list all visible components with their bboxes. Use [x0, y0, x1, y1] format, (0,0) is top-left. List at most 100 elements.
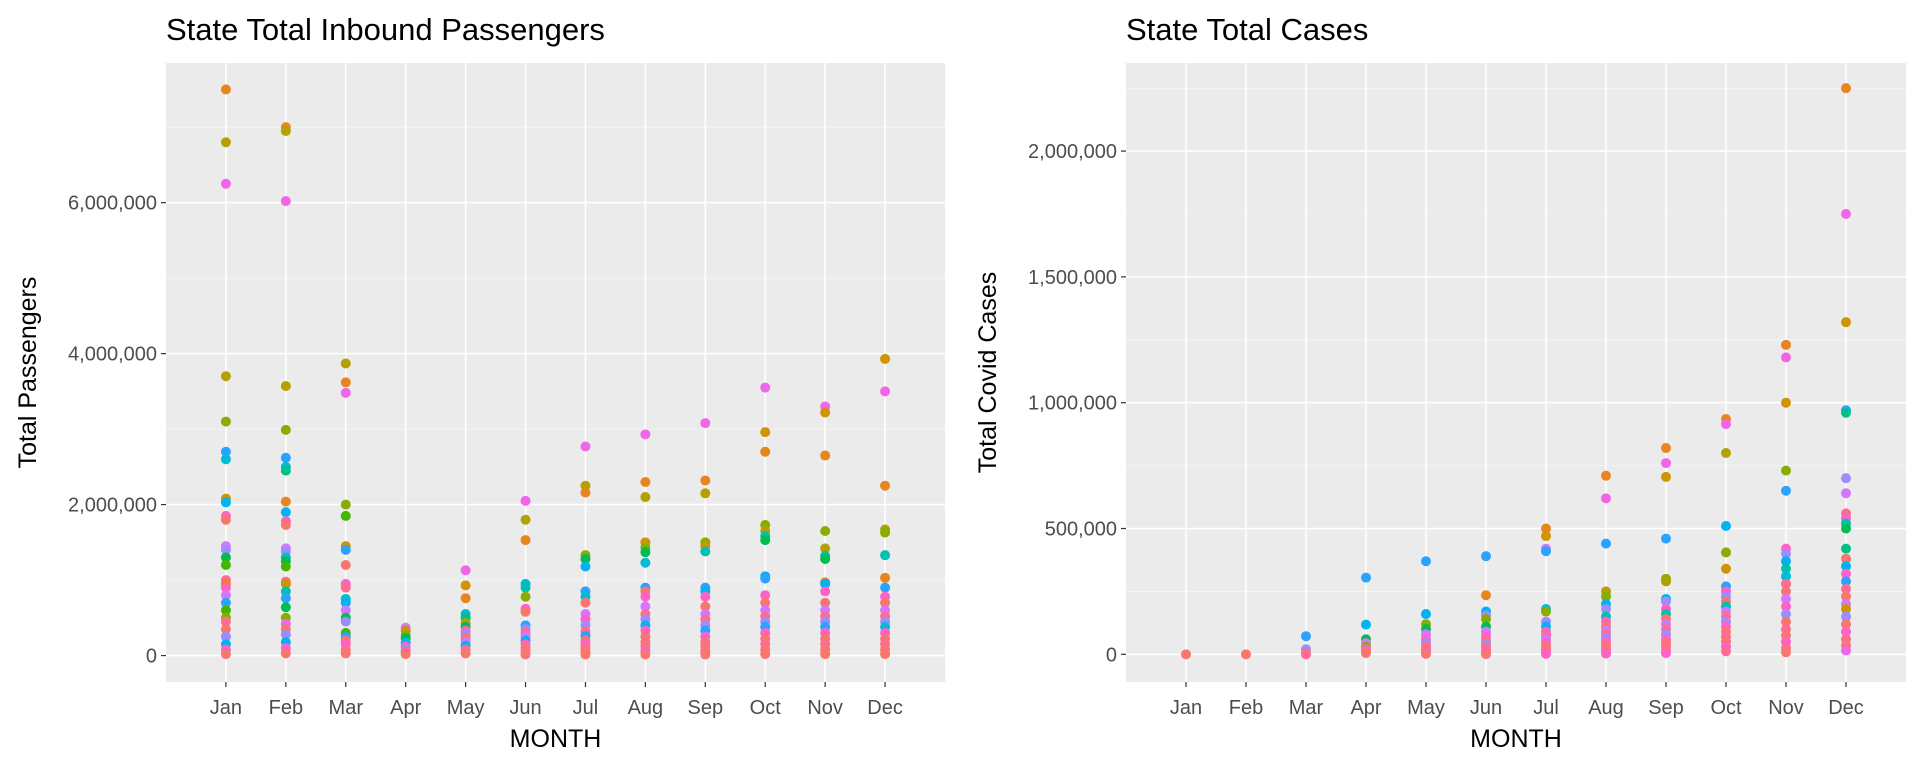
cases-data-point [1841, 523, 1851, 534]
cases-data-point [1781, 586, 1791, 597]
cases-data-point [1781, 571, 1791, 582]
cases-data-point [1721, 563, 1731, 574]
passengers-data-point [220, 590, 231, 601]
cases-data-point [1661, 442, 1671, 453]
cases-data-point [1781, 465, 1791, 476]
cases-data-point [1781, 397, 1791, 408]
passengers-data-point [580, 561, 591, 572]
cases-data-point [1841, 407, 1851, 418]
passengers-data-point [760, 597, 771, 608]
cases-data-point [1841, 604, 1851, 615]
passengers-data-point [580, 441, 591, 452]
passengers-x-tick-label: Apr [390, 697, 421, 719]
passengers-data-point [520, 649, 531, 660]
cases-chart-title: State Total Cases [1126, 12, 1368, 47]
cases-y-tick-label: 1,500,000 [1028, 267, 1117, 289]
passengers-data-point [700, 601, 711, 612]
cases-data-point [1601, 493, 1611, 504]
passengers-data-point [220, 416, 231, 427]
cases-data-point [1781, 601, 1791, 612]
passengers-data-point [640, 557, 651, 568]
passengers-data-point [340, 559, 351, 570]
cases-x-tick-label: Sep [1648, 697, 1684, 719]
cases-data-point [1361, 648, 1371, 659]
passengers-data-point [220, 371, 231, 382]
cases-data-point [1781, 593, 1791, 604]
cases-data-point [1841, 488, 1851, 499]
passengers-data-point [220, 544, 231, 555]
cases-data-point [1841, 591, 1851, 602]
passengers-data-point [280, 381, 291, 392]
cases-data-point [1841, 626, 1851, 637]
passengers-data-point [880, 582, 891, 593]
passengers-data-point [760, 573, 771, 584]
passengers-data-point [760, 649, 771, 660]
passengers-data-point [880, 597, 891, 608]
passengers-data-point [880, 386, 891, 397]
passengers-data-point [880, 550, 891, 561]
passengers-data-point [340, 648, 351, 659]
passengers-data-point [820, 597, 831, 608]
passengers-x-tick-label: Jun [509, 697, 541, 719]
passengers-data-point [880, 572, 891, 583]
cases-data-point [1181, 649, 1191, 660]
cases-data-point [1301, 631, 1311, 642]
passengers-data-point [220, 631, 231, 642]
cases-data-point [1601, 470, 1611, 481]
passengers-data-point [340, 387, 351, 398]
cases-data-point [1481, 551, 1491, 562]
cases-data-point [1541, 523, 1551, 534]
passengers-data-point [700, 475, 711, 486]
cases-data-point [1841, 576, 1851, 587]
passengers-data-point [340, 616, 351, 627]
cases-data-point [1481, 614, 1491, 625]
cases-data-point [1661, 596, 1671, 607]
passengers-x-tick-label: Dec [867, 697, 903, 719]
cases-data-point [1601, 648, 1611, 659]
cases-data-point [1781, 339, 1791, 350]
passengers-data-point [280, 602, 291, 613]
cases-data-point [1841, 208, 1851, 219]
cases-data-point [1781, 485, 1791, 496]
passengers-data-point [460, 648, 471, 659]
passengers-data-point [640, 649, 651, 660]
passengers-data-point [280, 196, 291, 207]
cases-data-point [1841, 473, 1851, 484]
passengers-data-point [640, 476, 651, 487]
cases-data-point [1481, 649, 1491, 660]
cases-data-point [1361, 572, 1371, 583]
cases-x-tick-label: Jan [1170, 697, 1202, 719]
passengers-data-point [820, 450, 831, 461]
cases-data-point [1841, 317, 1851, 328]
passengers-data-point [880, 480, 891, 491]
cases-data-point [1841, 561, 1851, 572]
passengers-data-point [340, 605, 351, 616]
cases-data-point [1781, 352, 1791, 363]
passengers-x-tick-label: Mar [329, 697, 364, 719]
passengers-data-point [280, 561, 291, 572]
passengers-data-point [520, 606, 531, 617]
passengers-y-tick-label: 2,000,000 [68, 495, 157, 517]
passengers-data-point [220, 497, 231, 508]
passengers-data-point [340, 597, 351, 608]
passengers-data-point [820, 553, 831, 564]
cases-data-point [1781, 616, 1791, 627]
passengers-x-tick-label: Aug [628, 697, 664, 719]
cases-x-tick-label: Nov [1768, 697, 1804, 719]
passengers-data-point [820, 578, 831, 589]
passengers-data-point [760, 590, 771, 601]
passengers-data-point [220, 514, 231, 525]
cases-data-point [1841, 645, 1851, 656]
passengers-data-point [640, 547, 651, 558]
passengers-data-point [280, 629, 291, 640]
passengers-data-point [640, 601, 651, 612]
passengers-data-point [340, 358, 351, 369]
cases-data-point [1601, 591, 1611, 602]
cases-data-point [1781, 548, 1791, 559]
cases-data-point [1661, 458, 1671, 469]
passengers-data-point [880, 353, 891, 364]
cases-data-point [1661, 576, 1671, 587]
cases-x-tick-label: Oct [1710, 697, 1742, 719]
passengers-data-point [280, 519, 291, 530]
passengers-data-point [220, 552, 231, 563]
